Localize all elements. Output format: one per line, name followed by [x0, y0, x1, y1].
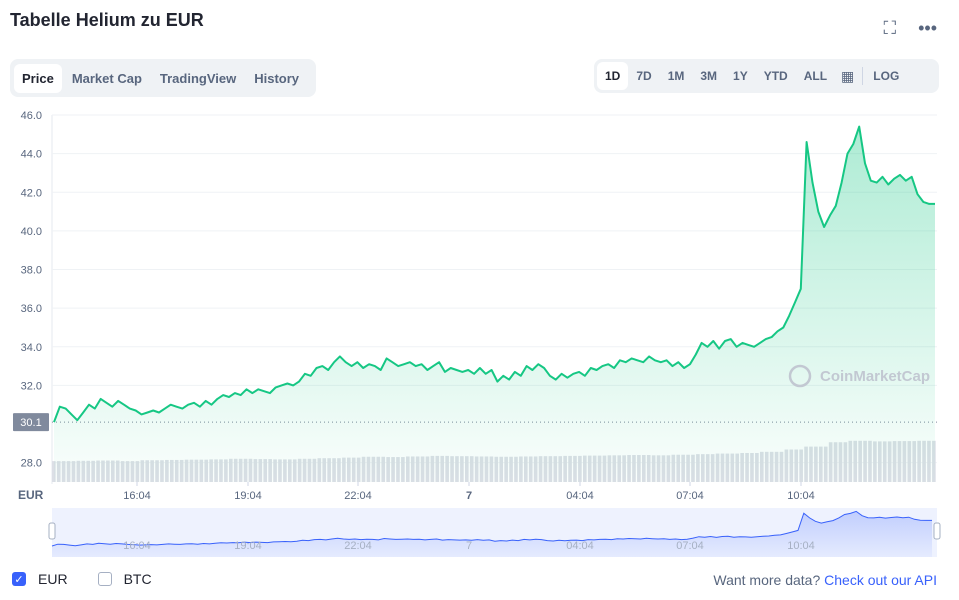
x-tick-label: 10:04	[787, 490, 815, 502]
y-tick-label: 40.0	[21, 226, 42, 238]
fullscreen-icon[interactable]: ⛶	[883, 18, 897, 38]
y-tick-label: 32.0	[21, 380, 42, 392]
range-all[interactable]: ALL	[803, 69, 828, 83]
btc-label: BTC	[123, 571, 152, 587]
price-area	[54, 126, 935, 482]
tab-history[interactable]: History	[254, 70, 300, 86]
eur-checkbox[interactable]: ✓	[12, 572, 26, 586]
calendar-icon[interactable]: ▦	[841, 67, 855, 84]
range-ytd[interactable]: YTD	[763, 69, 788, 83]
x-tick-label: 07:04	[676, 490, 704, 502]
x-tick-label: 7	[466, 490, 472, 502]
more-data-text: Want more data?	[713, 572, 821, 588]
navigator-area	[52, 511, 932, 557]
y-tick-label: 42.0	[21, 187, 42, 199]
tab-price[interactable]: Price	[14, 63, 62, 93]
navigator-tick-label: 10:04	[787, 540, 815, 552]
range-1d[interactable]: 1D	[597, 62, 629, 90]
watermark-logo	[788, 364, 812, 388]
api-promo: Want more data? Check out our API	[713, 572, 937, 588]
btc-checkbox[interactable]	[97, 572, 112, 586]
y-tick-label: 46.0	[21, 110, 42, 122]
navigator-tick-label: 19:04	[234, 540, 262, 552]
y-tick-label: 44.0	[21, 149, 42, 161]
range-7d[interactable]: 7D	[636, 69, 652, 83]
navigator-tick-label: 07:04	[676, 540, 704, 552]
navigator-tick-label: 04:04	[566, 540, 594, 552]
more-icon[interactable]: •••	[918, 18, 937, 38]
volume-bar	[52, 461, 56, 482]
page-title: Tabelle Helium zu EUR	[10, 10, 204, 30]
navigator-handle-right	[933, 522, 941, 540]
currency-axis-label: EUR	[18, 488, 44, 502]
tab-tradingview[interactable]: TradingView	[159, 70, 237, 86]
open-price-badge	[13, 413, 49, 432]
view-tabs: Price Market Cap TradingView History	[10, 59, 316, 97]
x-tick-label: 16:04	[123, 490, 151, 502]
y-tick-label: 38.0	[21, 265, 42, 277]
eur-label: EUR	[38, 571, 68, 587]
navigator-tick-label: 22:04	[344, 540, 372, 552]
range-1y[interactable]: 1Y	[733, 69, 748, 83]
navigator-tick-label: 16:04	[123, 540, 151, 552]
y-tick-label: 28.0	[21, 458, 42, 470]
navigator-line	[51, 510, 932, 547]
open-price-label: 30.1	[20, 417, 41, 429]
navigator-handle-left	[48, 522, 56, 540]
range-1m[interactable]: 1M	[667, 69, 685, 83]
y-tick-label: 34.0	[21, 342, 42, 354]
x-tick-label: 04:04	[566, 490, 594, 502]
x-tick-label: 22:04	[344, 490, 372, 502]
divider	[862, 67, 864, 85]
log-toggle[interactable]: LOG	[873, 69, 900, 83]
price-chart[interactable]: 28.0 32.0 34.0 36.0 38.0 40.0 42.0 44.0 46.0 30.1…	[0, 100, 959, 562]
watermark-text: CoinMarketCap	[820, 368, 930, 385]
y-tick-label: 36.0	[21, 303, 42, 315]
price-line	[53, 125, 935, 423]
range-tabs: 1D 7D 1M 3M 1Y YTD ALL ▦ LOG	[594, 59, 939, 93]
api-link[interactable]: Check out our API	[824, 572, 937, 588]
range-3m[interactable]: 3M	[700, 69, 718, 83]
tab-market-cap[interactable]: Market Cap	[71, 70, 142, 86]
x-tick-label: 19:04	[234, 490, 262, 502]
navigator-tick-label: 7	[466, 540, 472, 552]
